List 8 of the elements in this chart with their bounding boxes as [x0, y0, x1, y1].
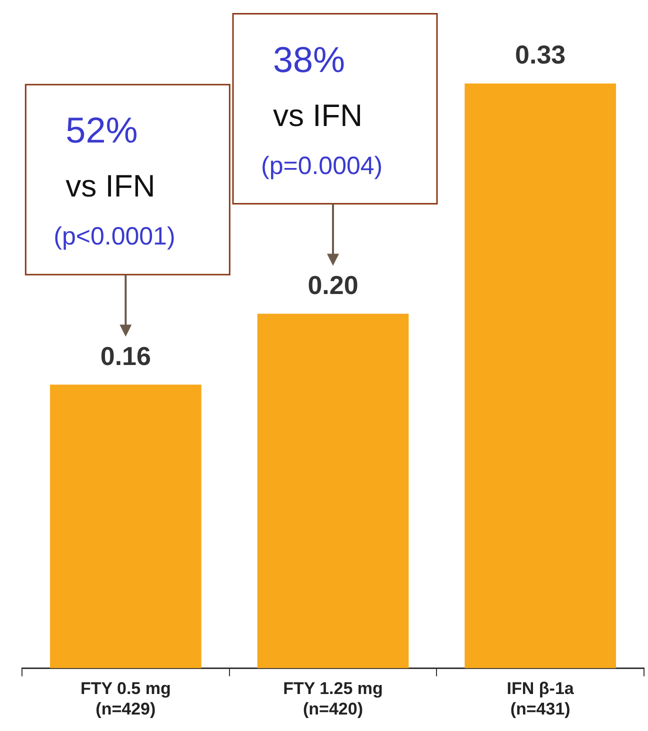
data-label: 0.20	[308, 270, 358, 300]
data-label: 0.16	[100, 340, 151, 371]
x-tick-label: FTY 0.5 mg (n=429)	[80, 679, 171, 718]
data-label: 0.33	[515, 40, 566, 70]
annotation: 38% vs IFN (p=0.0004)	[261, 38, 383, 180]
annotation: 52% vs IFN (p<0.0001)	[54, 110, 176, 251]
x-tick-label: IFN β-1a (n=431)	[506, 679, 574, 718]
x-tick-label: FTY 1.25 mg (n=420)	[283, 679, 383, 718]
